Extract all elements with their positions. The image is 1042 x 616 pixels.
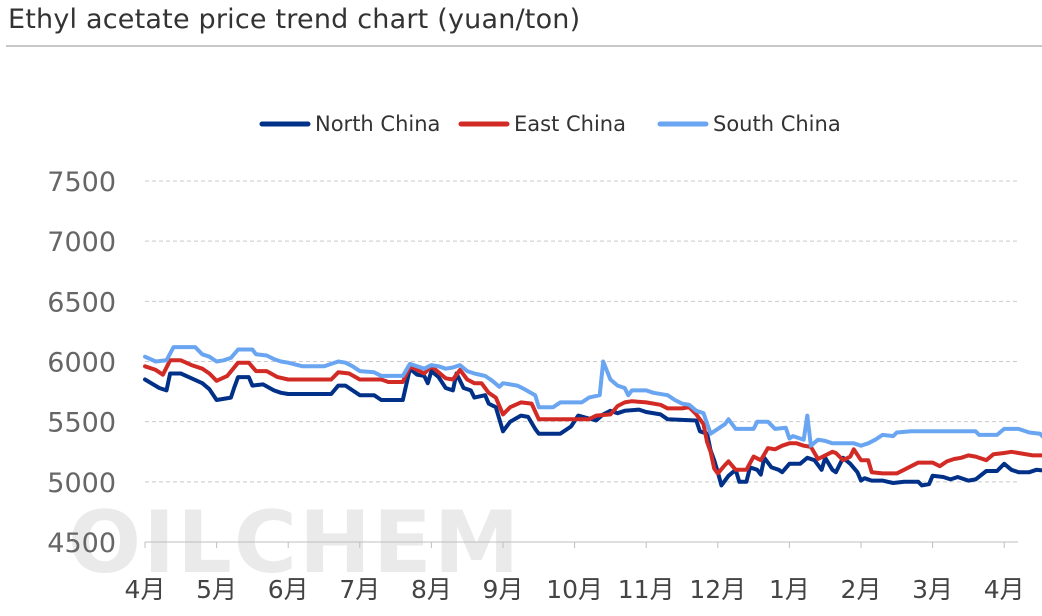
x-tick-label: 10月 [546,575,603,604]
x-tick-label: 1月 [769,575,810,604]
y-tick-label: 5000 [47,468,116,499]
y-tick-label: 5500 [47,408,116,439]
series-lines [143,345,1042,488]
legend-label: North China [315,112,440,136]
y-tick-label: 6000 [47,348,116,379]
x-tick-label: 3月 [912,575,953,604]
y-tick-label: 7000 [47,227,116,258]
series-line-east-china [143,358,1042,476]
series-line-south-china [143,345,1042,448]
legend-label: East China [514,112,626,136]
x-tick-label: 11月 [618,575,675,604]
x-axis-ticks: 4月 5月 6月 7月 8月 9月 10月 11月 12月 1月 2月 3月 4月 [125,542,1025,604]
x-tick-label: 8月 [411,575,452,604]
gridlines [145,180,1018,543]
x-tick-label: 9月 [483,575,524,604]
legend: North China East China South China [259,112,841,136]
y-axis-ticks: 7500 7000 6500 6000 5500 5000 4500 [47,167,116,559]
y-tick-label: 6500 [47,287,116,318]
legend-label: South China [713,112,841,136]
x-tick-label: 6月 [268,575,309,604]
x-tick-label: 4月 [984,575,1025,604]
title-divider [6,45,1042,47]
y-tick-label: 7500 [47,167,116,198]
x-tick-label: 4月 [125,575,166,604]
oilchem-watermark: OILCHEM [68,493,521,593]
x-tick-label: 2月 [841,575,882,604]
series-line-north-china [143,366,1042,488]
x-tick-label: 5月 [196,575,237,604]
chart-title: Ethyl acetate price trend chart (yuan/to… [8,4,581,35]
x-tick-label: 7月 [339,575,380,604]
y-tick-label: 4500 [47,528,116,559]
x-tick-label: 12月 [689,575,746,604]
